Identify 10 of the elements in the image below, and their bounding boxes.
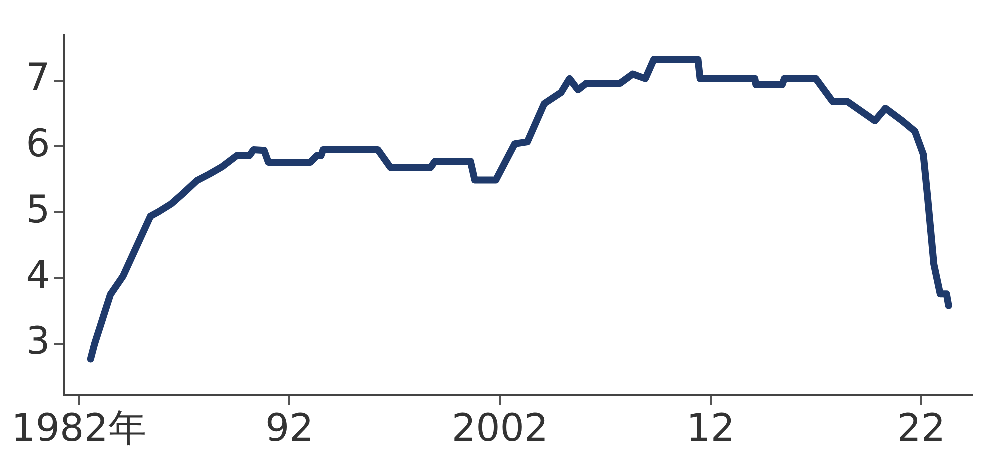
x-tick-label: 1982年	[12, 406, 146, 450]
x-tick-label: 12	[686, 406, 736, 450]
x-tick-label: 2002	[452, 406, 549, 450]
y-tick-label: 5	[26, 187, 50, 232]
y-tick-label: 3	[26, 318, 50, 363]
y-tick-label: 6	[26, 122, 50, 166]
x-tick-label: 22	[897, 406, 946, 450]
y-tick-label: 7	[26, 56, 50, 100]
y-tick-label: 4	[26, 253, 50, 298]
x-tick-label: 92	[265, 406, 314, 450]
